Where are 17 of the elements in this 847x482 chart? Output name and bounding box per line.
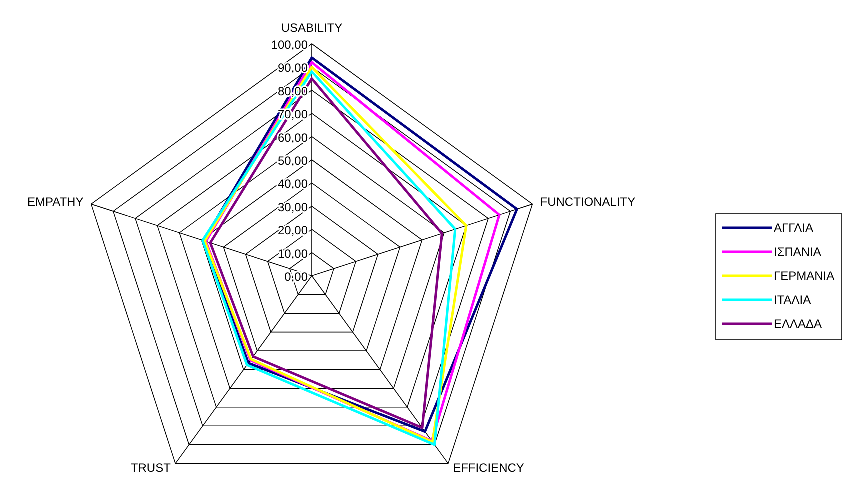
legend-label: ΙΣΠΑΝΙΑ: [774, 245, 822, 259]
spoke-label: FUNCTIONALITY: [540, 194, 636, 209]
spoke-label: TRUST: [130, 461, 172, 476]
y-tick-label: 50,00: [278, 154, 308, 168]
y-tick-label: 100,00: [271, 38, 308, 52]
spoke-label: USABILITY: [281, 21, 343, 35]
y-tick-label: 10,00: [278, 246, 308, 261]
legend-label: ΓΕΡΜΑΝΙΑ: [774, 269, 835, 283]
legend-label: ΑΓΓΛΙΑ: [774, 221, 814, 235]
spoke-label: EFFICIENCY: [453, 461, 524, 476]
legend-label: ΙΤΑΛΙΑ: [774, 293, 812, 307]
y-tick-label: 20,00: [278, 224, 308, 238]
y-tick-label: 40,00: [278, 177, 308, 192]
spoke-label: EMPATHY: [28, 194, 84, 209]
y-tick-label: 30,00: [278, 200, 308, 214]
y-tick-label: 60,00: [278, 130, 308, 145]
legend-label: ΕΛΛΑΔΑ: [774, 317, 822, 331]
